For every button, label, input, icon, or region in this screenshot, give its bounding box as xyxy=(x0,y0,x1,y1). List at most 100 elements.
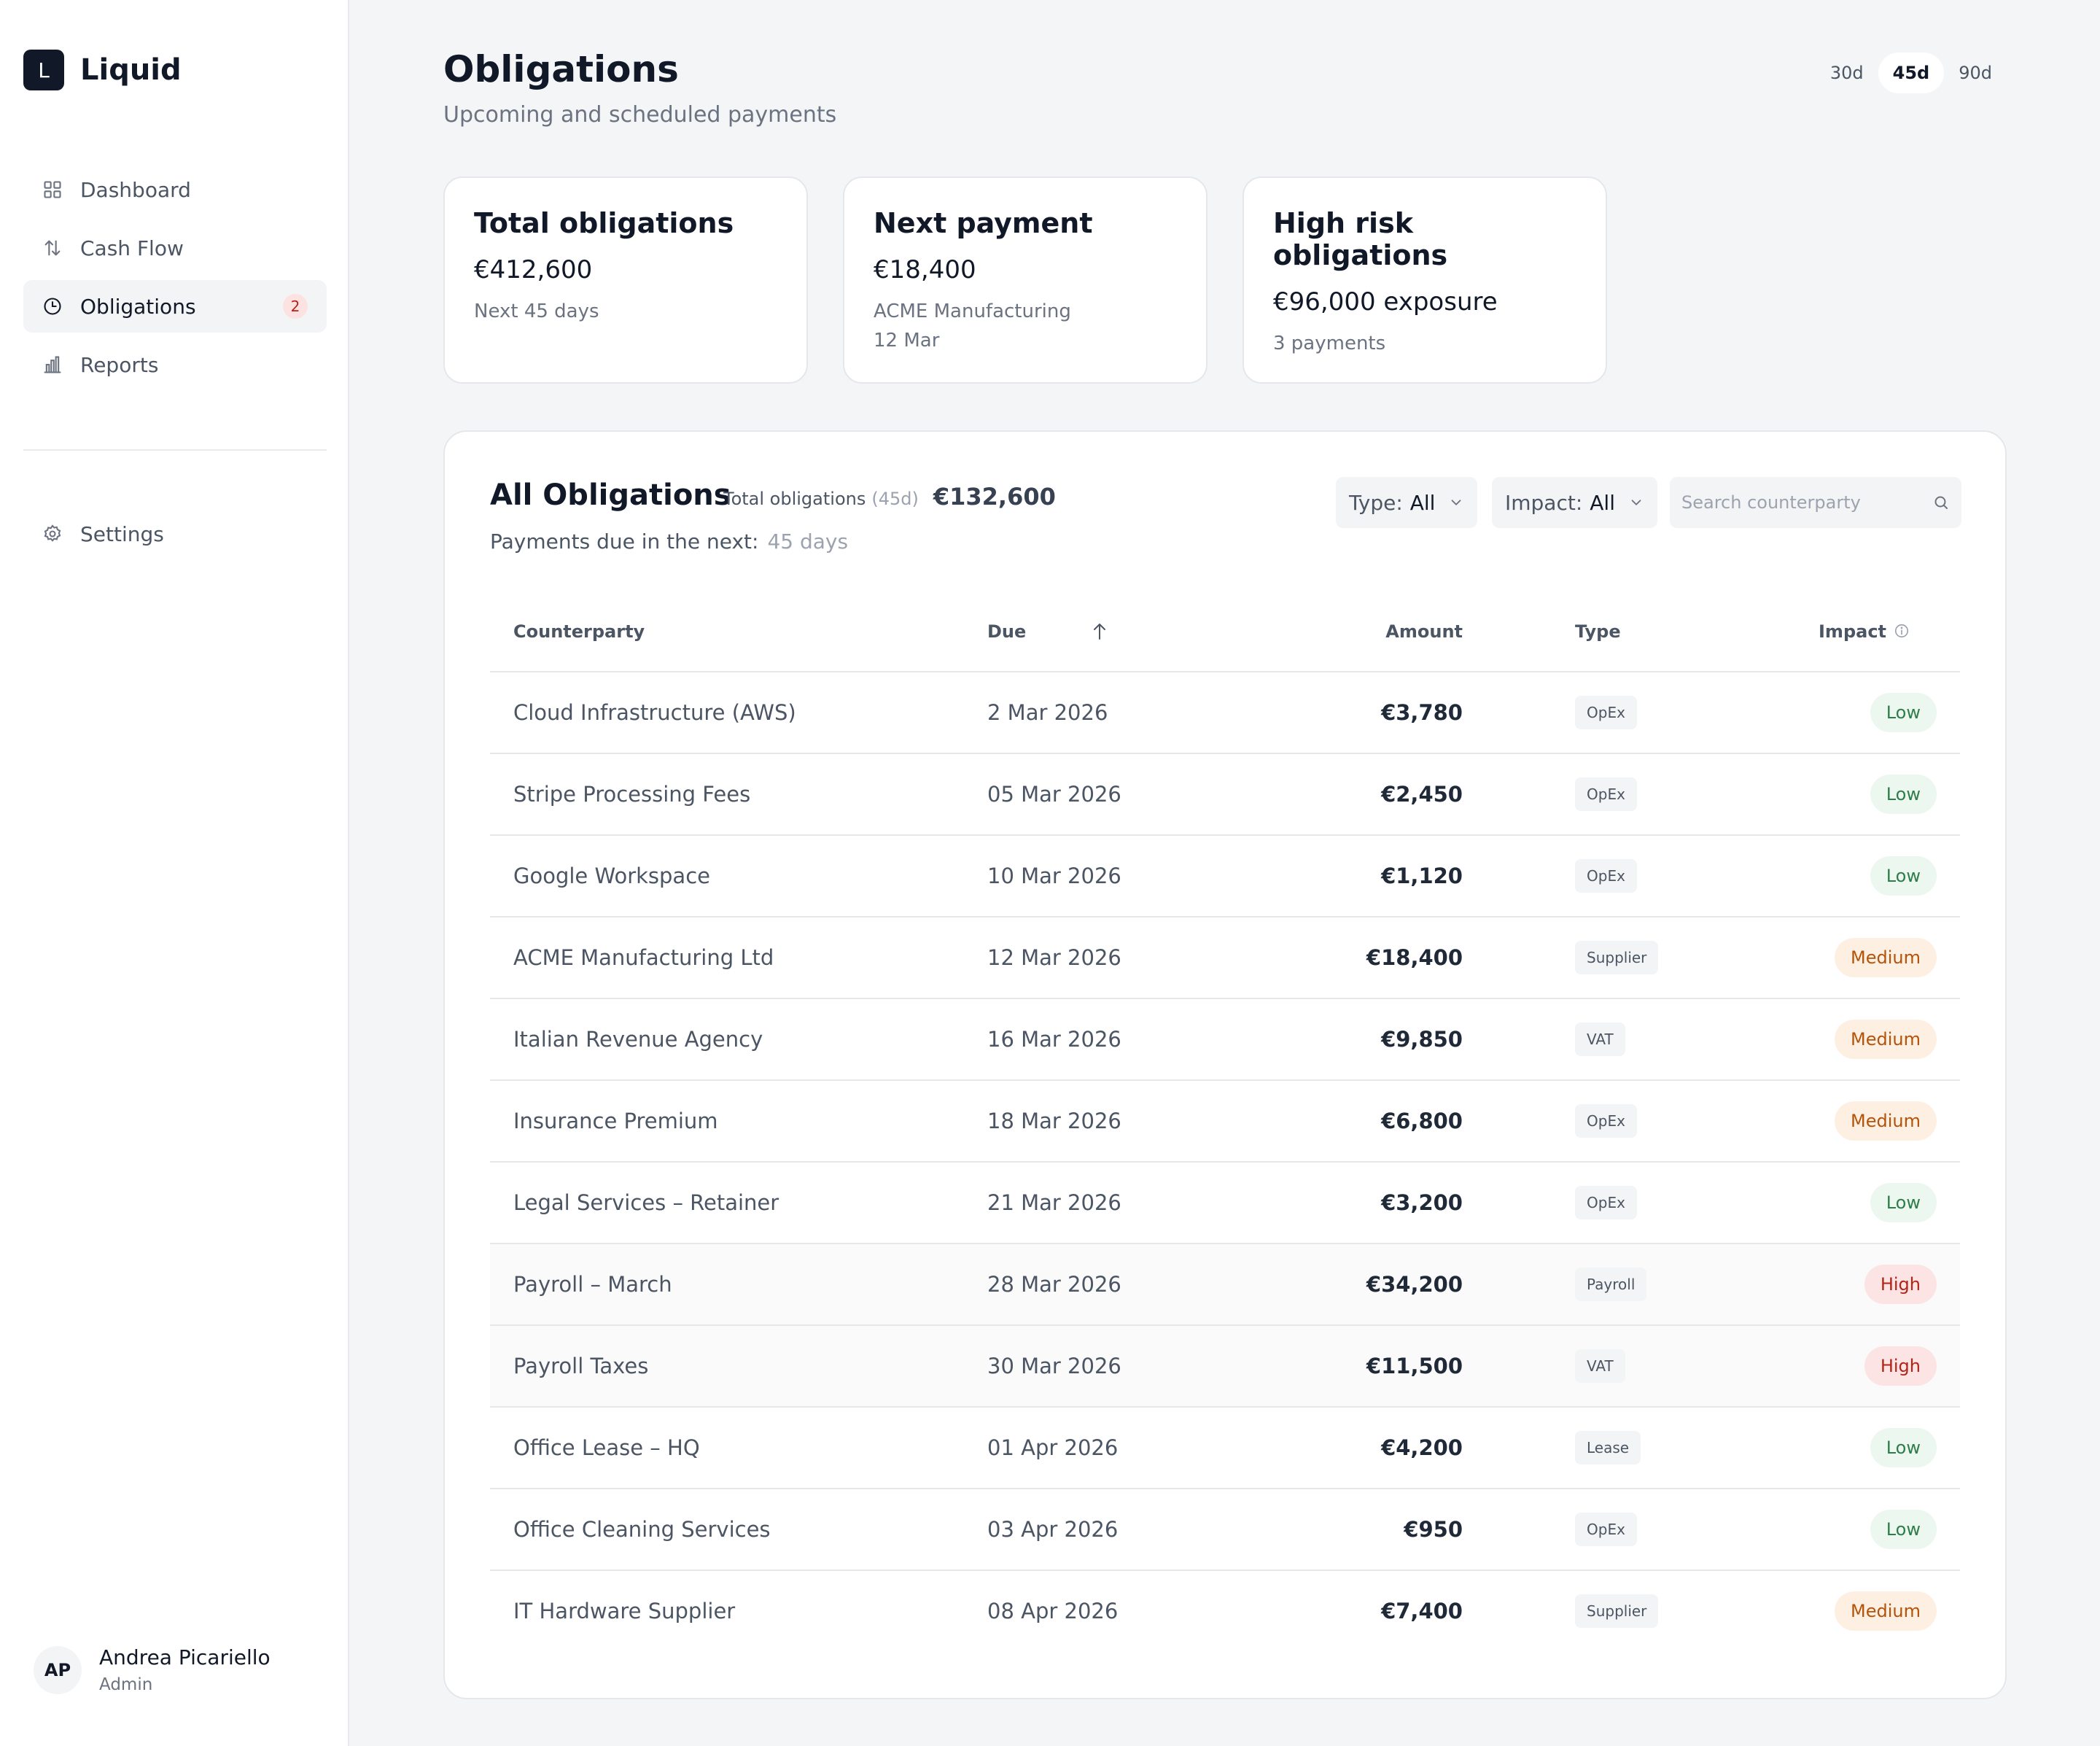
range-45d-button[interactable]: 45d xyxy=(1878,53,1945,93)
amount-cell: €1,120 xyxy=(1381,864,1463,888)
due-date-cell: 30 Mar 2026 xyxy=(987,1354,1121,1378)
page-title: Obligations xyxy=(443,48,679,90)
due-date-cell: 08 Apr 2026 xyxy=(987,1599,1119,1623)
type-chip: Payroll xyxy=(1575,1268,1647,1301)
impact-badge: Low xyxy=(1870,1428,1937,1467)
due-value: 45 days xyxy=(767,529,849,554)
impact-badge: Low xyxy=(1870,775,1937,814)
next-payment-card: Next payment €18,400 ACME Manufacturing … xyxy=(843,176,1208,384)
amount-cell: €7,400 xyxy=(1381,1599,1463,1623)
filter-value: All xyxy=(1590,490,1615,515)
counterparty-cell: Payroll – March xyxy=(513,1272,672,1297)
user-profile[interactable]: AP Andrea Picariello Admin xyxy=(34,1645,271,1694)
sidebar-item-obligations[interactable]: Obligations 2 xyxy=(23,280,327,333)
filter-value: All xyxy=(1409,490,1436,515)
card-value: €96,000 exposure xyxy=(1273,287,1498,317)
panel-title: All Obligations xyxy=(490,478,731,512)
range-90d-button[interactable]: 90d xyxy=(1959,63,1992,83)
panel-total: Total obligations (45d) €132,600 xyxy=(723,483,1056,511)
type-cell: OpEx xyxy=(1575,1081,1637,1161)
table-row[interactable]: Stripe Processing Fees 05 Mar 2026 €2,450 O… xyxy=(490,754,1960,836)
impact-badge: Low xyxy=(1870,1183,1937,1222)
column-header-due[interactable]: Due xyxy=(987,621,1027,642)
column-header-counterparty[interactable]: Counterparty xyxy=(513,621,645,642)
filter-label: Type: xyxy=(1349,490,1403,515)
column-header-impact[interactable]: Impact xyxy=(1819,621,1910,642)
due-label: Payments due in the next: xyxy=(490,529,759,554)
total-value: €132,600 xyxy=(933,483,1056,511)
impact-cell: Low xyxy=(1870,1489,1937,1570)
sidebar-item-label: Settings xyxy=(80,521,164,546)
type-cell: VAT xyxy=(1575,1326,1625,1406)
impact-cell: High xyxy=(1864,1244,1937,1324)
sidebar-divider xyxy=(23,449,327,451)
search-icon[interactable] xyxy=(1932,494,1950,511)
type-cell: OpEx xyxy=(1575,1489,1637,1570)
table-row[interactable]: Google Workspace 10 Mar 2026 €1,120 OpEx Low xyxy=(490,836,1960,917)
obligations-panel: All Obligations Total obligations (45d) … xyxy=(443,430,2007,1699)
table-row[interactable]: IT Hardware Supplier 08 Apr 2026 €7,400 Sup… xyxy=(490,1571,1960,1653)
column-header-amount[interactable]: Amount xyxy=(1385,621,1463,642)
due-date-cell: 18 Mar 2026 xyxy=(987,1109,1121,1133)
due-date-cell: 16 Mar 2026 xyxy=(987,1027,1121,1052)
bar-chart-icon xyxy=(42,354,63,375)
sidebar: L Liquid Dashboard Cash Flow Obligations… xyxy=(0,0,349,1746)
impact-cell: Low xyxy=(1870,1408,1937,1488)
arrows-updown-icon xyxy=(42,238,63,258)
card-subtitle: ACME Manufacturing xyxy=(874,300,1071,322)
due-date-cell: 2 Mar 2026 xyxy=(987,700,1108,725)
table-row[interactable]: Payroll – March 28 Mar 2026 €34,200 Payroll… xyxy=(490,1244,1960,1326)
page-subtitle: Upcoming and scheduled payments xyxy=(443,102,837,128)
notification-badge: 2 xyxy=(283,294,308,319)
impact-badge: High xyxy=(1864,1346,1937,1386)
counterparty-cell: Office Cleaning Services xyxy=(513,1517,771,1542)
impact-filter-dropdown[interactable]: Impact: All xyxy=(1492,477,1657,528)
search-input[interactable] xyxy=(1681,492,1932,513)
table-row[interactable]: Insurance Premium 18 Mar 2026 €6,800 OpEx Me… xyxy=(490,1081,1960,1163)
type-cell: OpEx xyxy=(1575,836,1637,916)
table-row[interactable]: Payroll Taxes 30 Mar 2026 €11,500 VAT High xyxy=(490,1326,1960,1408)
impact-cell: Medium xyxy=(1835,1081,1937,1161)
table-row[interactable]: Office Lease – HQ 01 Apr 2026 €4,200 Lease L… xyxy=(490,1408,1960,1489)
column-header-type[interactable]: Type xyxy=(1575,621,1621,642)
brand[interactable]: L Liquid xyxy=(23,50,182,90)
obligations-table: Counterparty Due Amount Type Impact Clou… xyxy=(490,592,1960,1653)
amount-cell: €3,780 xyxy=(1381,700,1463,725)
table-row[interactable]: ACME Manufacturing Ltd 12 Mar 2026 €18,400… xyxy=(490,917,1960,999)
table-row[interactable]: Cloud Infrastructure (AWS) 2 Mar 2026 €3,7… xyxy=(490,672,1960,754)
type-cell: Supplier xyxy=(1575,917,1659,998)
impact-cell: Low xyxy=(1870,1163,1937,1243)
card-value: €412,600 xyxy=(474,255,593,284)
amount-cell: €950 xyxy=(1404,1517,1463,1542)
type-chip: VAT xyxy=(1575,1349,1625,1383)
type-filter-dropdown[interactable]: Type: All xyxy=(1336,477,1478,528)
range-30d-button[interactable]: 30d xyxy=(1829,63,1864,83)
table-row[interactable]: Italian Revenue Agency 16 Mar 2026 €9,850 V… xyxy=(490,999,1960,1081)
sidebar-item-reports[interactable]: Reports xyxy=(23,338,327,391)
gear-icon xyxy=(42,524,63,544)
type-chip: OpEx xyxy=(1575,1513,1637,1546)
counterparty-cell: Italian Revenue Agency xyxy=(513,1027,763,1052)
counterparty-cell: ACME Manufacturing Ltd xyxy=(513,945,774,970)
impact-cell: High xyxy=(1864,1326,1937,1406)
type-chip: OpEx xyxy=(1575,859,1637,893)
sidebar-item-settings[interactable]: Settings xyxy=(23,508,327,560)
user-role: Admin xyxy=(99,1675,153,1694)
table-body: Cloud Infrastructure (AWS) 2 Mar 2026 €3,7… xyxy=(490,672,1960,1653)
card-title: Next payment xyxy=(874,207,1093,239)
table-row[interactable]: Legal Services – Retainer 21 Mar 2026 €3,2… xyxy=(490,1163,1960,1244)
sidebar-item-cash-flow[interactable]: Cash Flow xyxy=(23,222,327,274)
info-icon[interactable] xyxy=(1894,623,1910,639)
table-row[interactable]: Office Cleaning Services 03 Apr 2026 €950 O… xyxy=(490,1489,1960,1571)
due-date-cell: 28 Mar 2026 xyxy=(987,1272,1121,1297)
sort-ascending-icon[interactable] xyxy=(1091,621,1108,642)
sidebar-item-label: Obligations xyxy=(80,294,196,319)
type-chip: OpEx xyxy=(1575,1186,1637,1219)
counterparty-cell: IT Hardware Supplier xyxy=(513,1599,736,1623)
counterparty-cell: Google Workspace xyxy=(513,864,710,888)
amount-cell: €4,200 xyxy=(1381,1435,1463,1460)
chevron-down-icon xyxy=(1628,494,1644,511)
due-date-cell: 12 Mar 2026 xyxy=(987,945,1121,970)
sidebar-item-dashboard[interactable]: Dashboard xyxy=(23,163,327,216)
impact-badge: Medium xyxy=(1835,1591,1937,1631)
